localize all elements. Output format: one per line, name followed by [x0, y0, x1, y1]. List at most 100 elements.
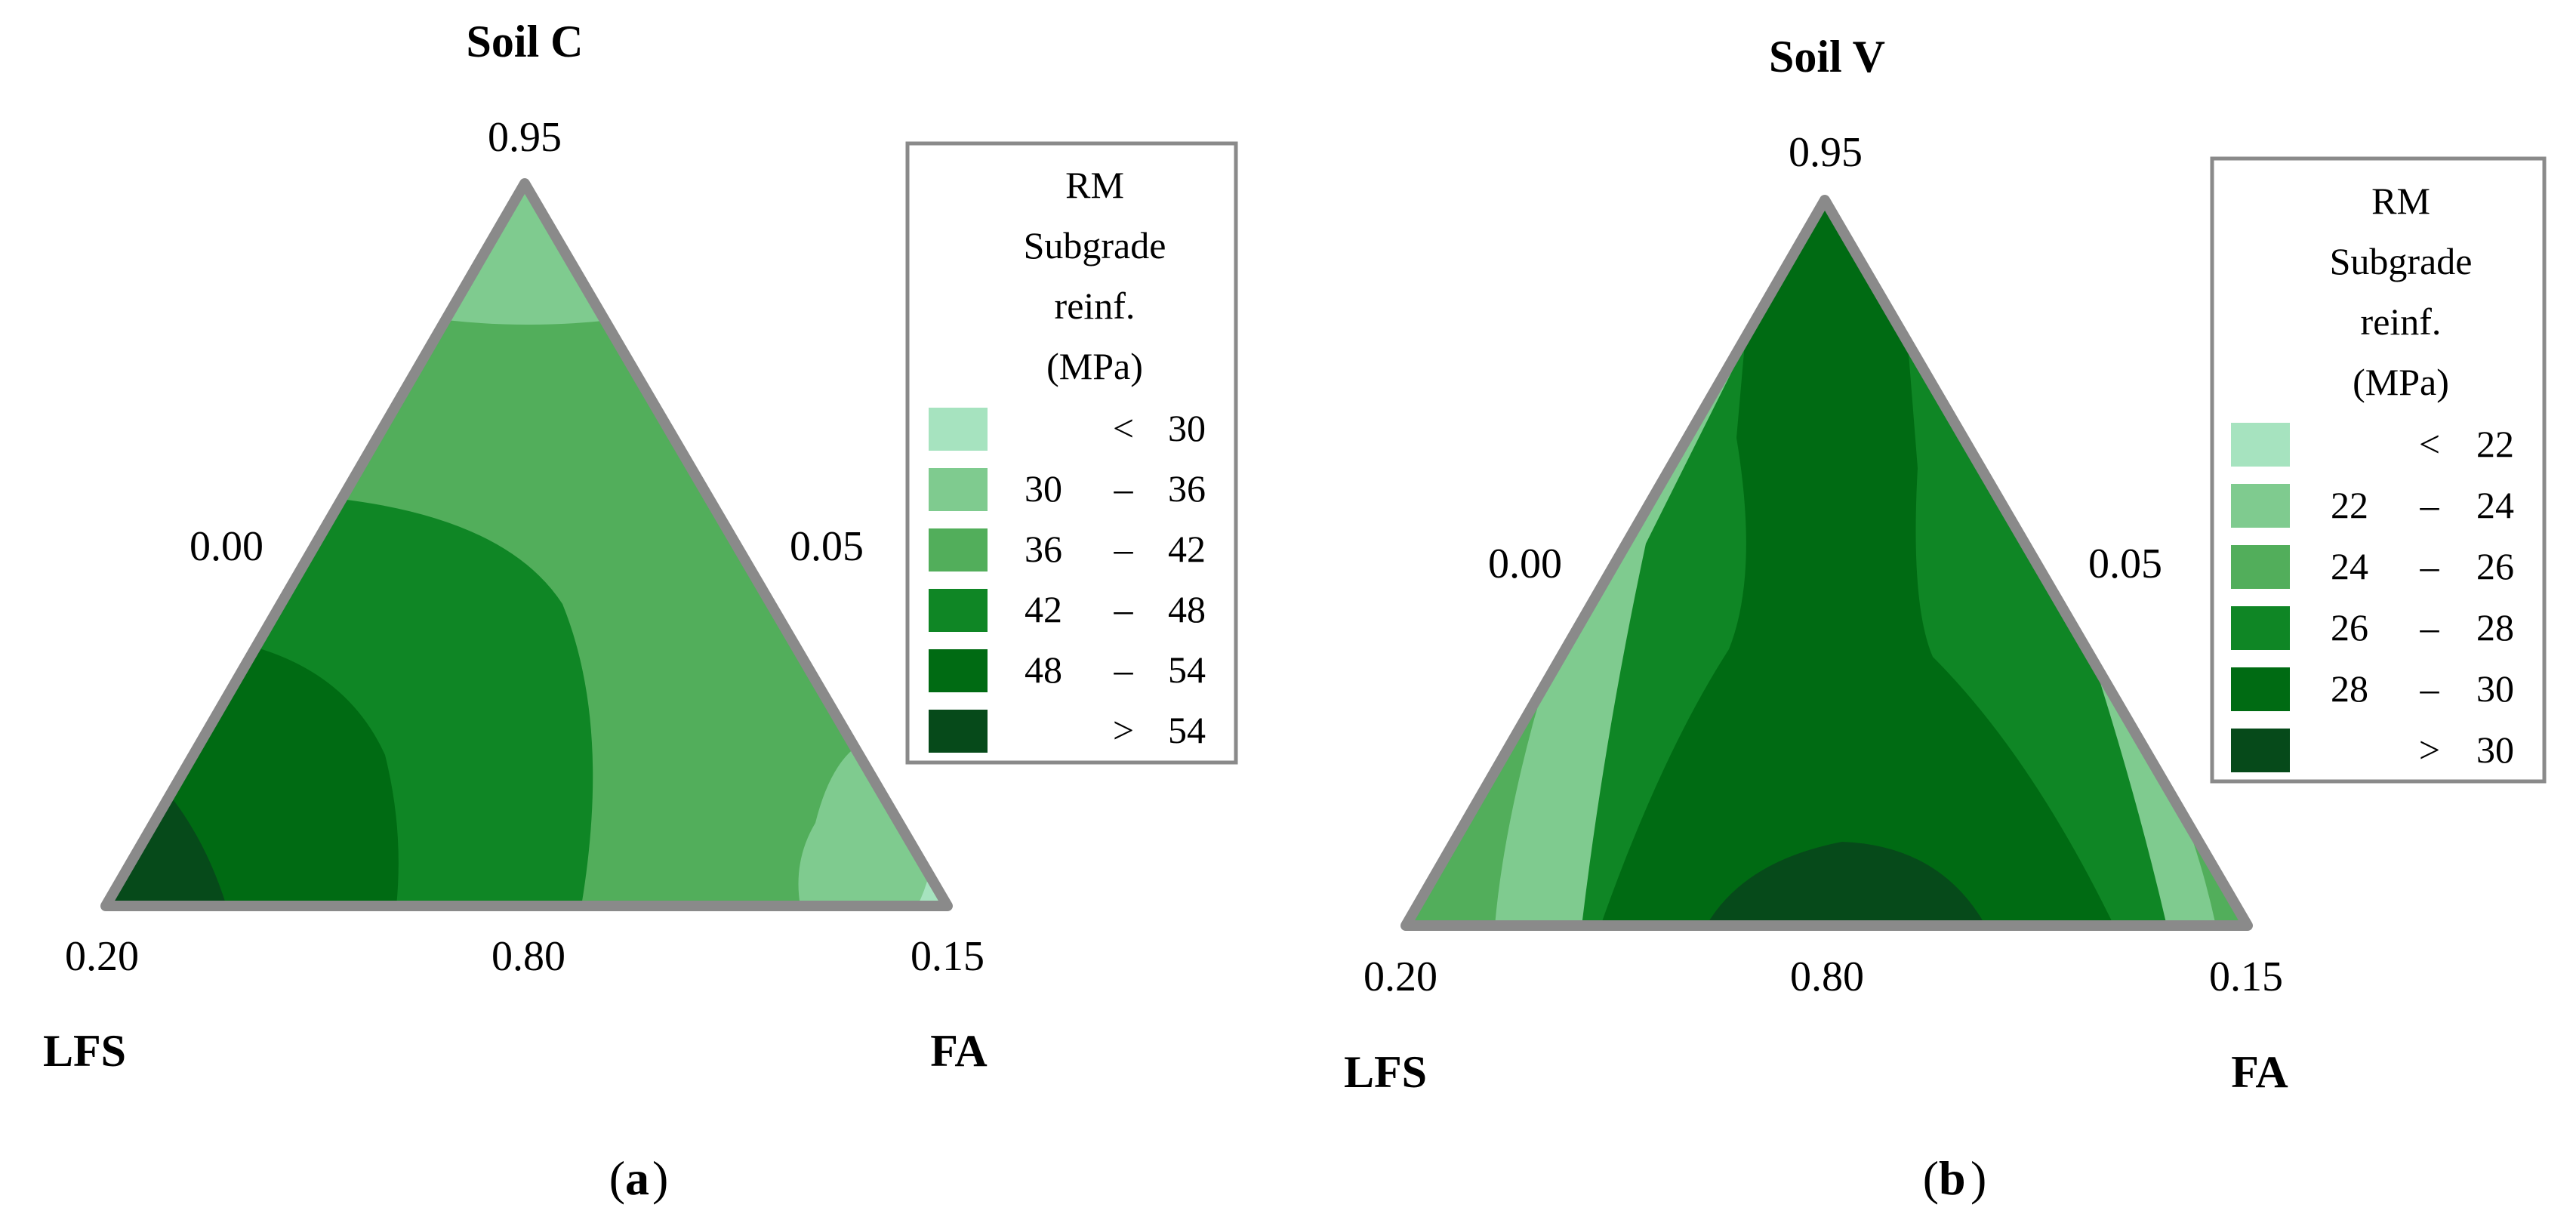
- panel-b-legend-low-2: 22: [2331, 484, 2368, 526]
- panel-b-legend-low-5: 28: [2331, 667, 2368, 710]
- panel-a-legend-swatch-2: [929, 468, 988, 511]
- panel-b-tick-bottom-right: 0.15: [2209, 954, 2283, 1000]
- panel-a-legend-high-6: 54: [1168, 709, 1206, 751]
- panel-b-legend-row-1: < 22: [2231, 423, 2514, 467]
- panel-a-corner-fa: FA: [930, 1026, 988, 1076]
- panel-b-caption-letter: b: [1939, 1151, 1966, 1205]
- panel-b-legend-high-1: 22: [2476, 423, 2514, 465]
- panel-b-legend-title-4: (MPa): [2353, 361, 2449, 403]
- panel-b-contour-gt30: [1706, 842, 1986, 926]
- panel-b-triangle-border: [1400, 195, 2253, 931]
- panel-b-legend-high-5: 30: [2476, 667, 2514, 710]
- panel-b-legend-sep-3: –: [2420, 545, 2440, 587]
- panel-b-tick-bottom-left: 0.20: [1363, 954, 1437, 1000]
- panel-b-legend-swatch-2: [2231, 484, 2290, 528]
- panel-a-legend-title-1: RM: [1065, 164, 1124, 206]
- panel-a-legend-sep-4: –: [1114, 588, 1134, 630]
- panel-a-legend-high-5: 54: [1168, 649, 1206, 691]
- panel-b-legend-sep-1: <: [2419, 423, 2440, 465]
- panel-b-legend-swatch-3: [2231, 545, 2290, 589]
- panel-a-legend-row-1: < 30: [929, 407, 1206, 451]
- panel-b-tick-top: 0.95: [1789, 129, 1863, 176]
- panel-b-legend-high-4: 28: [2476, 606, 2514, 649]
- panel-a-tick-bottom-left: 0.20: [65, 933, 139, 980]
- panel-a-legend-swatch-4: [929, 589, 988, 632]
- panel-b-legend-row-6: > 30: [2231, 729, 2514, 772]
- panel-b-legend-swatch-1: [2231, 423, 2290, 467]
- panel-a-legend-sep-1: <: [1113, 407, 1134, 449]
- panel-b-caption: ( b ): [1923, 1151, 1987, 1205]
- panel-a-legend-swatch-6: [929, 710, 988, 753]
- panel-a-caption-letter: a: [625, 1151, 649, 1205]
- panel-b-legend-swatch-4: [2231, 606, 2290, 650]
- panel-b-legend: RM Subgrade reinf. (MPa) < 22 22 – 24 24…: [2210, 156, 2547, 784]
- panel-a-legend-row-2: 30 – 36: [929, 467, 1206, 511]
- panel-a-legend-row-6: > 54: [929, 709, 1206, 753]
- panel-a-legend-high-3: 42: [1168, 528, 1206, 570]
- panel-a-legend: RM Subgrade reinf. (MPa) < 30 30 – 36 36…: [905, 141, 1238, 765]
- panel-b-tick-right-edge: 0.05: [2088, 541, 2162, 587]
- panel-a-caption-close: ): [652, 1151, 668, 1205]
- panel-a-tick-right-edge: 0.05: [790, 523, 864, 570]
- panel-b-legend-row-2: 22 – 24: [2231, 484, 2514, 528]
- panel-b-legend-title-3: reinf.: [2361, 300, 2442, 343]
- panel-a-legend-low-4: 42: [1025, 588, 1062, 630]
- panel-a-legend-swatch-3: [929, 528, 988, 571]
- panel-b-legend-row-3: 24 – 26: [2231, 545, 2514, 589]
- panel-b-legend-sep-6: >: [2419, 729, 2440, 771]
- panel-a-title: Soil C: [466, 17, 583, 66]
- panel-a-caption: ( a ): [609, 1151, 669, 1205]
- panel-a-tick-top: 0.95: [488, 114, 562, 161]
- panel-b-legend-swatch-6: [2231, 729, 2290, 772]
- panel-b-legend-sep-4: –: [2420, 606, 2440, 649]
- panel-a-legend-title-3: reinf.: [1055, 285, 1135, 327]
- panel-a-legend-sep-3: –: [1114, 528, 1134, 570]
- panel-a-legend-row-5: 48 – 54: [929, 649, 1206, 692]
- panel-a-legend-swatch-1: [929, 408, 988, 451]
- panel-b-contour-28-30: [1601, 200, 2114, 926]
- panel-b-legend-high-3: 26: [2476, 545, 2514, 587]
- panel-b-caption-close: ): [1971, 1151, 1986, 1205]
- panel-b-corner-fa: FA: [2231, 1047, 2288, 1097]
- panel-a-legend-high-4: 48: [1168, 588, 1206, 630]
- panel-b-legend-sep-2: –: [2420, 484, 2440, 526]
- panel-a-legend-high-1: 30: [1168, 407, 1206, 449]
- panel-b-tick-bottom-mid: 0.80: [1790, 954, 1864, 1000]
- panel-b-legend-high-6: 30: [2476, 729, 2514, 771]
- panel-a-legend-sep-2: –: [1114, 467, 1134, 510]
- panel-a-tick-bottom-right: 0.15: [911, 933, 984, 980]
- panel-a-contour-30-36-right: [798, 744, 948, 906]
- panel-b-corner-lfs: LFS: [1344, 1047, 1427, 1097]
- panel-a-triangle-border: [100, 178, 953, 911]
- panel-b-legend-title-1: RM: [2371, 180, 2430, 222]
- panel-a-legend-high-2: 36: [1168, 467, 1206, 510]
- panel-b-legend-low-4: 26: [2331, 606, 2368, 649]
- panel-b-caption-open: (: [1923, 1151, 1939, 1205]
- panel-b-tick-left-edge: 0.00: [1488, 541, 1562, 587]
- panel-a-legend-sep-5: –: [1114, 649, 1134, 691]
- panel-a-legend-low-5: 48: [1025, 649, 1062, 691]
- panel-b-legend-title-2: Subgrade: [2330, 240, 2473, 282]
- panel-a-legend-swatch-5: [929, 649, 988, 692]
- panel-a: Soil C 0.95 0.00 0.05 0.20 0.80 0.15 LFS…: [43, 17, 1238, 1205]
- panel-b-title: Soil V: [1769, 32, 1885, 82]
- panel-b: Soil V 0.95 0.00 0.05 0.20 0.80 0.15 LFS…: [1344, 32, 2547, 1205]
- panel-a-legend-row-3: 36 – 42: [929, 528, 1206, 571]
- panel-a-tick-bottom-mid: 0.80: [491, 933, 565, 980]
- panel-a-legend-low-2: 30: [1025, 467, 1062, 510]
- panel-b-legend-low-3: 24: [2331, 545, 2368, 587]
- panel-a-caption-open: (: [609, 1151, 625, 1205]
- panel-a-legend-title-4: (MPa): [1046, 345, 1143, 387]
- panel-a-legend-sep-6: >: [1113, 709, 1134, 751]
- panel-a-legend-row-4: 42 – 48: [929, 588, 1206, 632]
- panel-b-legend-sep-5: –: [2420, 667, 2440, 710]
- panel-a-legend-title-2: Subgrade: [1024, 224, 1166, 266]
- panel-a-corner-lfs: LFS: [43, 1026, 126, 1076]
- panel-b-legend-high-2: 24: [2476, 484, 2514, 526]
- panel-b-legend-row-4: 26 – 28: [2231, 606, 2514, 650]
- panel-a-tick-left-edge: 0.00: [190, 523, 263, 570]
- panel-a-legend-low-3: 36: [1025, 528, 1062, 570]
- panel-b-legend-swatch-5: [2231, 667, 2290, 711]
- panel-b-legend-row-5: 28 – 30: [2231, 667, 2514, 711]
